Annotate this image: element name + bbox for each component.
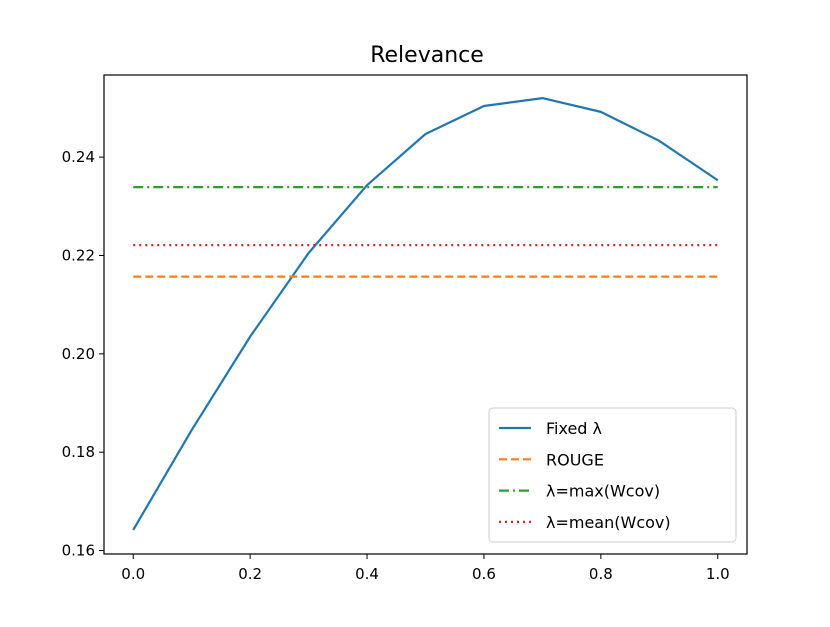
x-tick-label: 0.4 — [355, 565, 379, 583]
x-tick-label: 1.0 — [706, 565, 730, 583]
y-tick-label: 0.22 — [62, 246, 95, 264]
x-tick-label: 0.2 — [238, 565, 262, 583]
y-tick-label: 0.24 — [62, 148, 95, 166]
legend-label-3: λ=mean(Wcov) — [546, 513, 671, 532]
x-tick-label: 0.6 — [472, 565, 496, 583]
y-axis: 0.16 0.18 0.20 0.22 0.24 — [62, 148, 104, 560]
legend-box — [488, 407, 737, 543]
y-tick-label: 0.18 — [62, 443, 95, 461]
legend-label-0: Fixed λ — [546, 419, 602, 438]
x-axis: 0.0 0.2 0.4 0.6 0.8 1.0 — [121, 554, 730, 583]
y-tick-label: 0.16 — [62, 542, 95, 560]
legend-label-2: λ=max(Wcov) — [546, 482, 660, 501]
plot-area — [132, 97, 719, 531]
series-line-0 — [132, 97, 719, 531]
chart-title: Relevance — [370, 43, 484, 68]
axes-frame — [103, 74, 748, 555]
y-tick-label: 0.20 — [62, 345, 95, 363]
legend: Fixed λ ROUGE λ=max(Wcov) λ=mean(Wcov) — [488, 407, 737, 543]
x-tick-label: 0.8 — [589, 565, 613, 583]
x-tick-label: 0.0 — [121, 565, 145, 583]
legend-label-1: ROUGE — [546, 450, 604, 469]
